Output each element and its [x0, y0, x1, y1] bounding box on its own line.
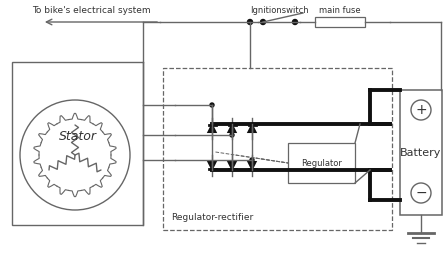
- Text: −: −: [415, 186, 427, 200]
- Circle shape: [210, 103, 214, 107]
- Text: Ignitionswitch: Ignitionswitch: [250, 5, 308, 15]
- Polygon shape: [208, 162, 215, 169]
- Bar: [12, 62, 143, 225]
- Circle shape: [293, 20, 297, 24]
- Bar: [163, 68, 392, 230]
- Text: Regulator-rectifier: Regulator-rectifier: [171, 213, 253, 222]
- Bar: [315, 17, 365, 27]
- Text: To bike's electrical system: To bike's electrical system: [32, 5, 151, 15]
- Text: +: +: [415, 103, 427, 117]
- Text: Battery: Battery: [401, 147, 442, 158]
- Bar: [400, 90, 442, 215]
- Polygon shape: [249, 162, 255, 169]
- Circle shape: [247, 20, 253, 24]
- Circle shape: [250, 158, 254, 162]
- Circle shape: [230, 133, 234, 137]
- Text: main fuse: main fuse: [319, 5, 361, 15]
- Polygon shape: [228, 162, 236, 169]
- Polygon shape: [228, 125, 236, 132]
- Polygon shape: [208, 125, 215, 132]
- Text: Stator: Stator: [59, 131, 97, 144]
- Text: Regulator: Regulator: [301, 159, 342, 167]
- Bar: [288, 143, 355, 183]
- Polygon shape: [249, 125, 255, 132]
- Circle shape: [260, 20, 266, 24]
